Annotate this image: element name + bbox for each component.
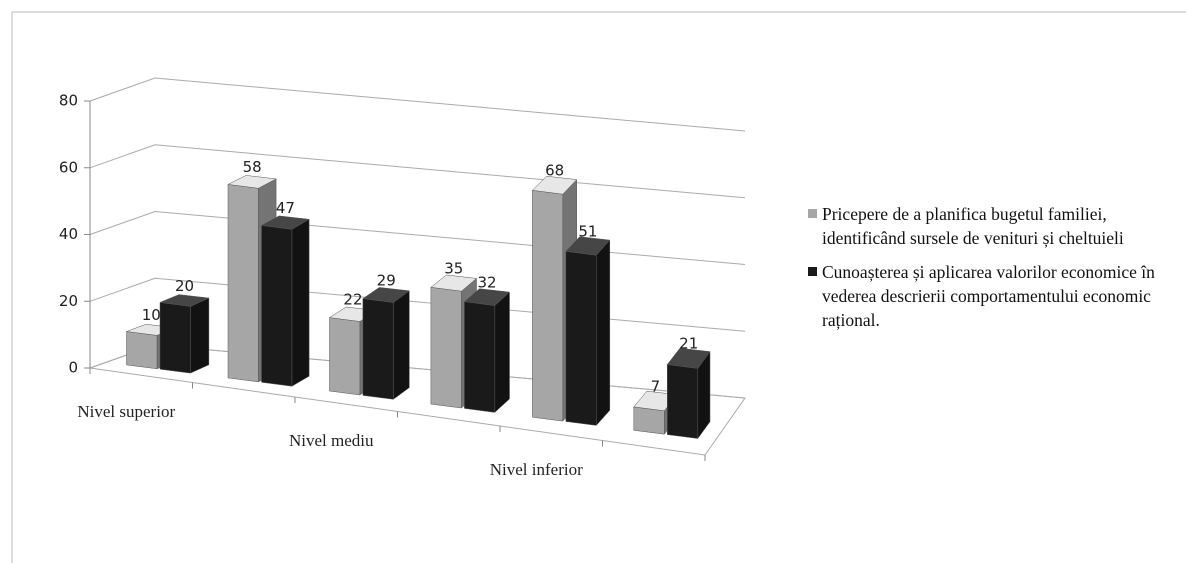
legend-label: Cunoașterea și aplicarea valorilor econo… (822, 262, 1155, 330)
bar-front (667, 364, 699, 439)
data-label: 22 (343, 291, 362, 309)
bar-front (633, 406, 665, 435)
data-label: 68 (545, 162, 564, 180)
bar-front (464, 301, 496, 413)
data-label: 29 (377, 271, 396, 289)
data-label: 21 (679, 335, 698, 353)
bar-side (190, 297, 210, 374)
bar-top (362, 287, 410, 303)
data-label: 32 (478, 274, 497, 292)
bar-front (126, 331, 158, 370)
bar-top (430, 274, 478, 292)
bar-side (596, 239, 611, 427)
bar-top (565, 236, 611, 256)
data-label: 51 (578, 222, 597, 240)
bar-front (329, 317, 361, 396)
data-label: 47 (276, 199, 295, 217)
legend-item: Pricepere de a planifica bugetul familie… (808, 202, 1178, 250)
legend-label: Pricepere de a planifica bugetul familie… (822, 204, 1124, 248)
bar-front (565, 251, 597, 426)
data-label: 7 (651, 377, 661, 395)
bar-side (494, 291, 510, 413)
x-tick-label: Nivel superior (77, 402, 175, 421)
legend: Pricepere de a planifica bugetul familie… (808, 202, 1178, 342)
bar-front (159, 302, 191, 374)
bar-front (532, 190, 564, 422)
bar-top (463, 288, 511, 306)
y-tick-label: 40 (59, 225, 78, 243)
data-label: 35 (444, 259, 463, 277)
x-tick-label: Nivel inferior (490, 460, 583, 479)
bar-front (261, 225, 293, 387)
bar-side (393, 290, 410, 400)
grid-line (89, 77, 746, 132)
bar-front (227, 184, 259, 383)
y-tick-label: 0 (68, 359, 78, 377)
frame (11, 11, 1186, 563)
bar-top (260, 215, 310, 230)
data-label: 20 (175, 277, 194, 295)
grid-line (89, 144, 746, 199)
x-tick-label: Nivel mediu (289, 431, 374, 450)
grid-line (89, 210, 746, 265)
legend-item: Cunoașterea și aplicarea valorilor econo… (808, 260, 1178, 332)
legend-swatch (808, 267, 817, 276)
y-tick-label: 60 (59, 158, 78, 176)
y-tick-label: 80 (59, 92, 78, 110)
y-tick-label: 20 (59, 292, 78, 310)
bar-top (159, 294, 210, 307)
bar-top (227, 175, 277, 189)
legend-swatch (808, 209, 817, 218)
bar-front (362, 298, 394, 400)
bar-top (666, 347, 711, 369)
bar-top (531, 175, 578, 195)
data-label: 58 (243, 158, 262, 176)
bar-side (291, 218, 310, 387)
data-label: 10 (142, 306, 161, 324)
bar-front (430, 287, 462, 409)
